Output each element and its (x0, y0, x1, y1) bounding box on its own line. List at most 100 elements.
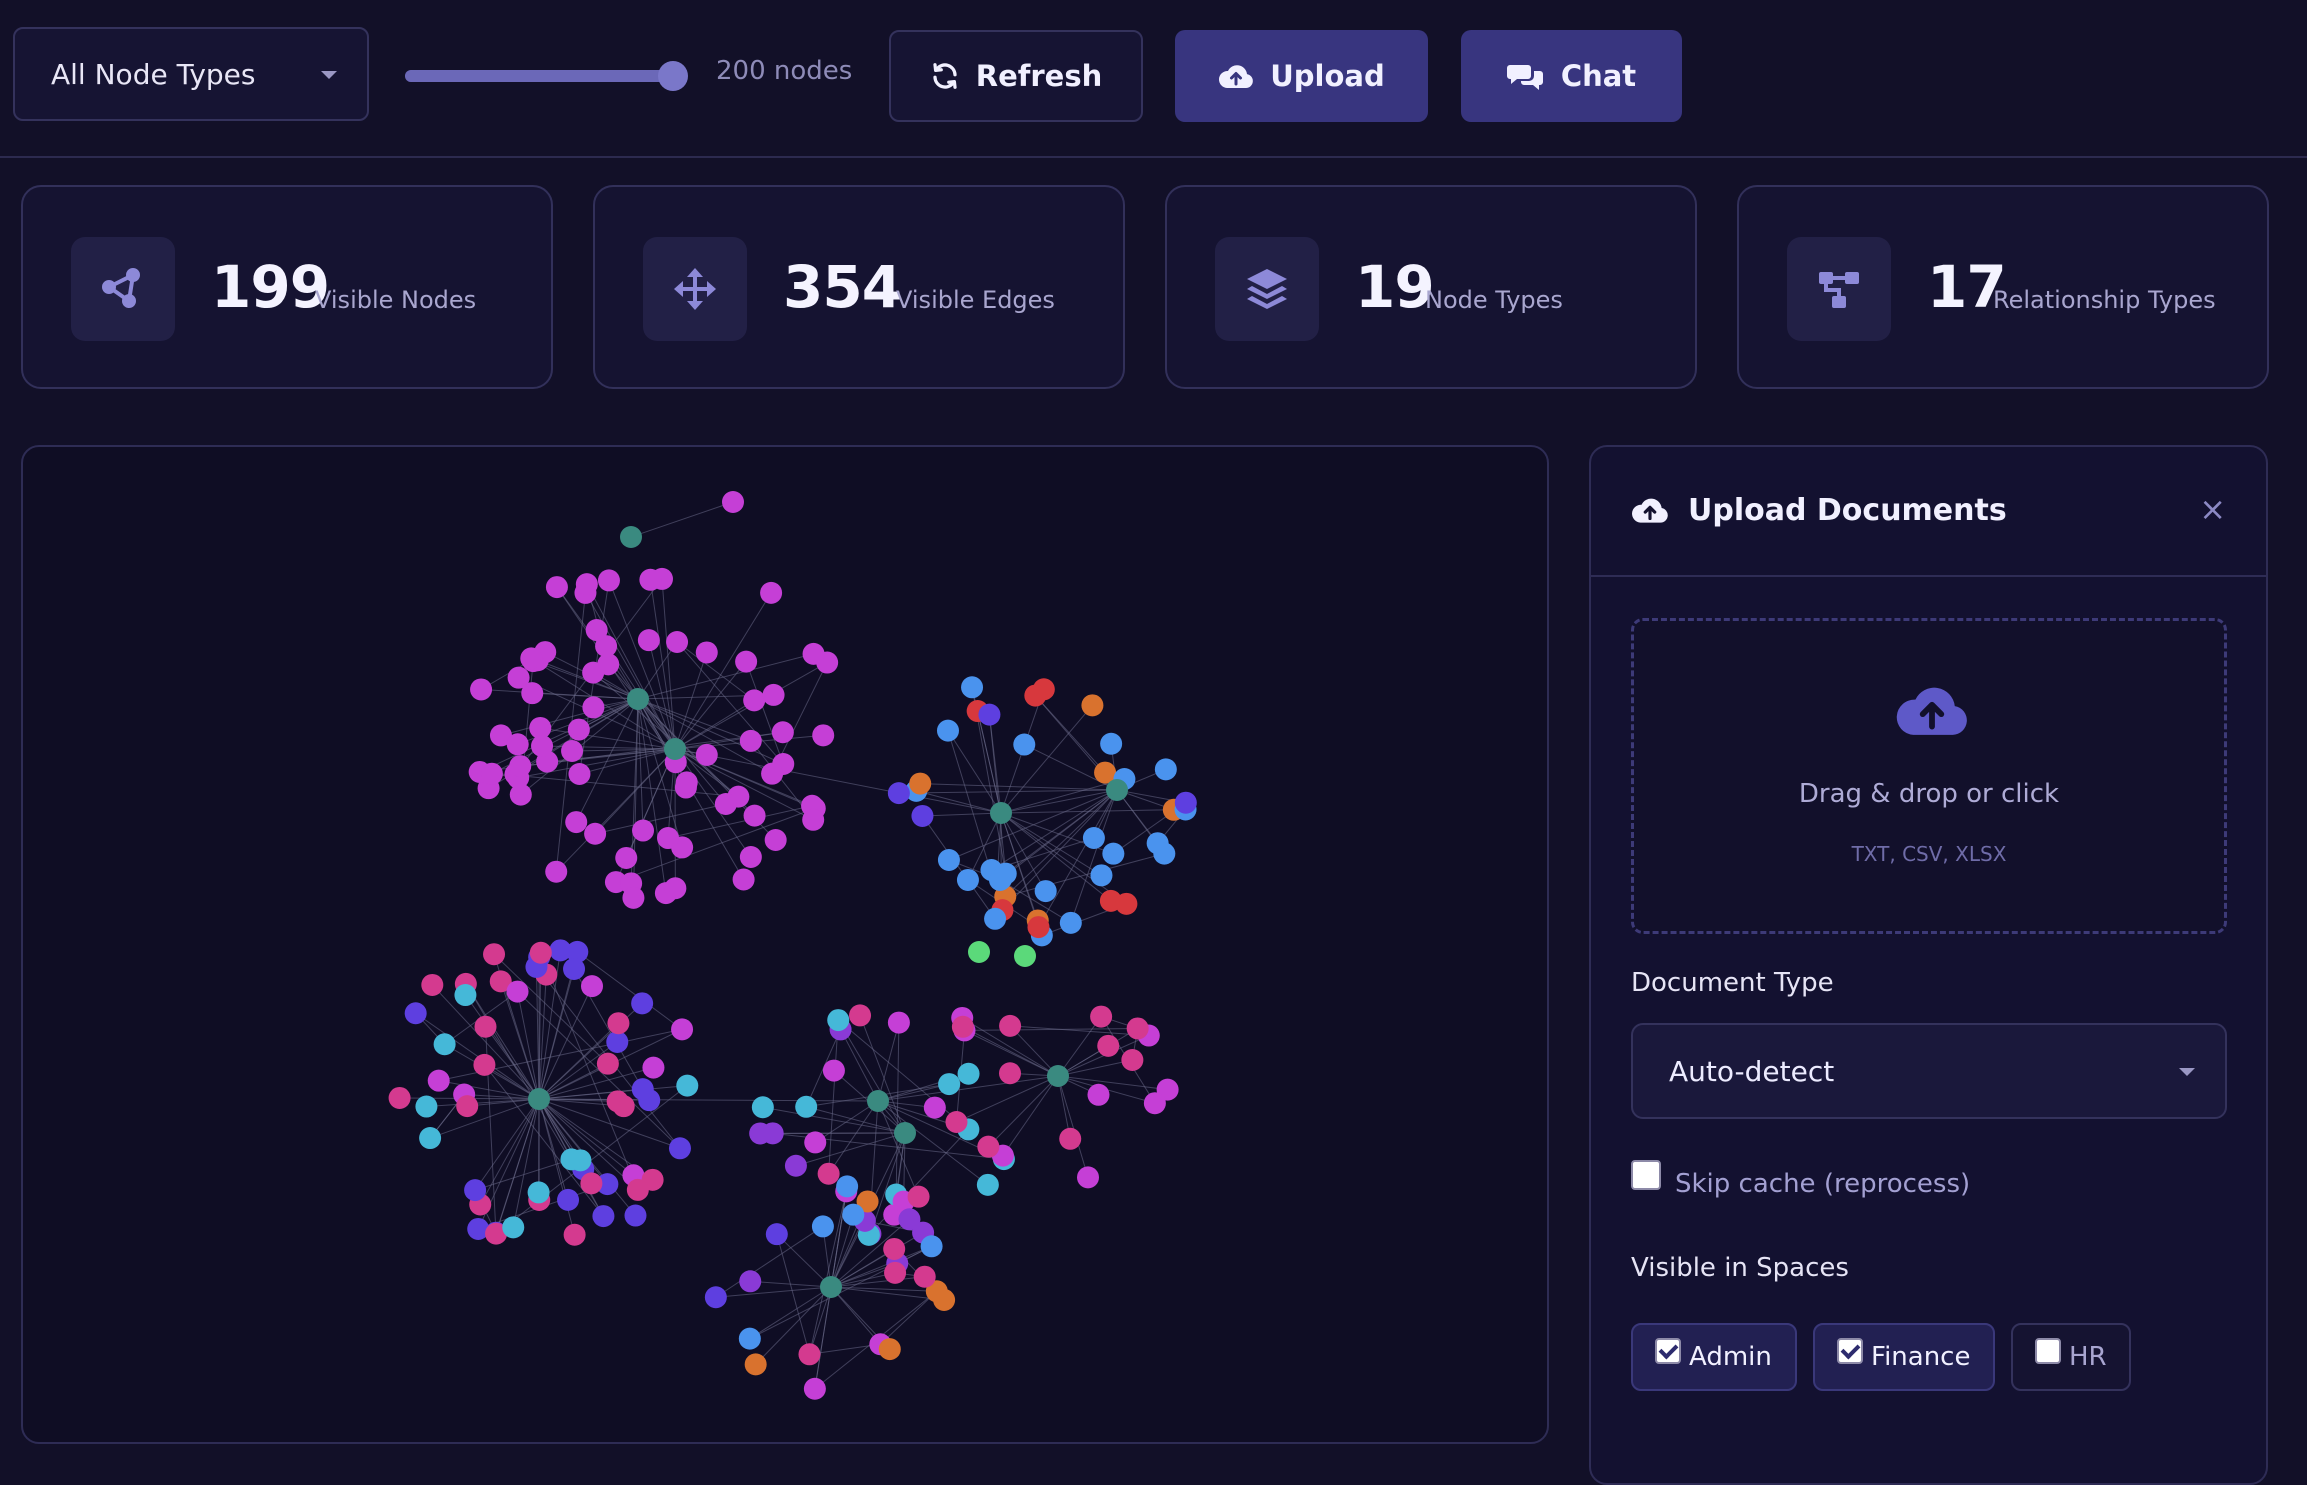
graph-node[interactable] (1144, 1092, 1166, 1114)
graph-node[interactable] (820, 1276, 842, 1298)
graph-node[interactable] (804, 1131, 826, 1153)
graph-node[interactable] (389, 1087, 411, 1109)
graph-node[interactable] (454, 984, 476, 1006)
graph-node[interactable] (528, 1088, 550, 1110)
graph-node[interactable] (1090, 864, 1112, 886)
graph-node[interactable] (798, 1343, 820, 1365)
graph-node[interactable] (884, 1262, 906, 1284)
graph-node[interactable] (642, 1057, 664, 1079)
graph-node[interactable] (696, 641, 718, 663)
graph-node[interactable] (978, 704, 1000, 726)
graph-node[interactable] (968, 941, 990, 963)
graph-node[interactable] (582, 696, 604, 718)
graph-node[interactable] (1035, 880, 1057, 902)
graph-node[interactable] (836, 1175, 858, 1197)
graph-node[interactable] (739, 1270, 761, 1292)
graph-node[interactable] (740, 846, 762, 868)
space-chip-admin[interactable]: Admin (1631, 1323, 1797, 1391)
graph-node[interactable] (765, 829, 787, 851)
graph-node[interactable] (521, 682, 543, 704)
graph-node[interactable] (474, 1016, 496, 1038)
graph-node[interactable] (569, 1149, 591, 1171)
graph-node[interactable] (470, 678, 492, 700)
graph-node[interactable] (638, 629, 660, 651)
graph-node[interactable] (760, 582, 782, 604)
graph-node[interactable] (1115, 893, 1137, 915)
graph-node[interactable] (564, 1224, 586, 1246)
graph-node[interactable] (624, 1205, 646, 1227)
graph-node[interactable] (1100, 733, 1122, 755)
graph-node[interactable] (883, 1238, 905, 1260)
graph-node[interactable] (581, 975, 603, 997)
graph-node[interactable] (766, 1223, 788, 1245)
graph-node[interactable] (622, 887, 644, 909)
graph-node[interactable] (867, 1090, 889, 1112)
graph-node[interactable] (827, 1009, 849, 1031)
graph-node[interactable] (952, 1016, 974, 1038)
graph-node[interactable] (999, 1062, 1021, 1084)
graph-node[interactable] (977, 1174, 999, 1196)
graph-node[interactable] (483, 943, 505, 965)
graph-node[interactable] (1153, 843, 1175, 865)
graph-node[interactable] (528, 1181, 550, 1203)
node-limit-slider[interactable] (405, 61, 683, 91)
refresh-button[interactable]: Refresh (889, 30, 1143, 122)
graph-node[interactable] (802, 809, 824, 831)
graph-node[interactable] (958, 1063, 980, 1085)
graph-node[interactable] (586, 619, 608, 641)
graph-node[interactable] (507, 981, 529, 1003)
node-type-filter-select[interactable]: All Node Types (13, 27, 369, 121)
space-hr-checkbox[interactable] (2035, 1338, 2061, 1364)
graph-node[interactable] (823, 1060, 845, 1082)
space-finance-checkbox[interactable] (1837, 1338, 1863, 1364)
graph-node[interactable] (473, 1054, 495, 1076)
upload-button[interactable]: Upload (1175, 30, 1428, 122)
graph-node[interactable] (545, 861, 567, 883)
graph-node[interactable] (914, 1266, 936, 1288)
graph-node[interactable] (639, 569, 661, 591)
graph-node[interactable] (842, 1204, 864, 1226)
graph-node[interactable] (733, 869, 755, 891)
skip-cache-label[interactable]: Skip cache (reprocess) (1675, 1169, 1970, 1199)
graph-node[interactable] (546, 576, 568, 598)
graph-node[interactable] (607, 1012, 629, 1034)
graph-node[interactable] (592, 1205, 614, 1227)
graph-node[interactable] (1127, 1017, 1149, 1039)
graph-node[interactable] (568, 719, 590, 741)
graph-node[interactable] (849, 1004, 871, 1026)
graph-node[interactable] (739, 1328, 761, 1350)
graph-node[interactable] (715, 793, 737, 815)
graph-node[interactable] (1106, 779, 1128, 801)
graph-node[interactable] (419, 1127, 441, 1149)
graph-node[interactable] (582, 662, 604, 684)
graph-node[interactable] (894, 1122, 916, 1144)
graph-node[interactable] (804, 1378, 826, 1400)
graph-node[interactable] (743, 689, 765, 711)
graph-node[interactable] (977, 1136, 999, 1158)
graph-node[interactable] (557, 1189, 579, 1211)
graph-node[interactable] (1013, 734, 1035, 756)
graph-node[interactable] (812, 1215, 834, 1237)
graph-node[interactable] (772, 721, 794, 743)
graph-node[interactable] (415, 1096, 437, 1118)
graph-node[interactable] (631, 992, 653, 1014)
graph-node[interactable] (598, 569, 620, 591)
graph-node[interactable] (921, 1235, 943, 1257)
graph-node[interactable] (911, 805, 933, 827)
graph-node[interactable] (568, 763, 590, 785)
graph-node[interactable] (888, 782, 910, 804)
graph-node[interactable] (722, 491, 744, 513)
graph-visualization[interactable] (23, 447, 1549, 1444)
skip-cache-checkbox[interactable] (1631, 1160, 1661, 1190)
graph-node[interactable] (580, 1172, 602, 1194)
graph-node[interactable] (530, 942, 552, 964)
graph-node[interactable] (888, 1012, 910, 1034)
graph-node[interactable] (1090, 1006, 1112, 1028)
graph-node[interactable] (481, 763, 503, 785)
graph-node[interactable] (615, 847, 637, 869)
file-dropzone[interactable]: Drag & drop or click TXT, CSV, XLSX (1631, 618, 2227, 934)
space-admin-checkbox[interactable] (1655, 1338, 1681, 1364)
graph-node[interactable] (938, 1073, 960, 1095)
graph-node[interactable] (879, 1338, 901, 1360)
graph-node[interactable] (664, 738, 686, 760)
